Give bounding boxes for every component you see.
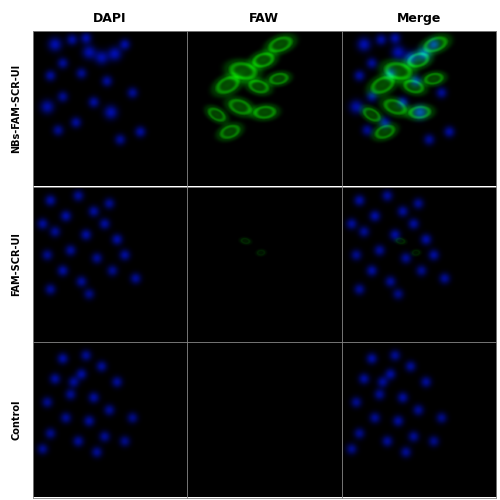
- Text: FAM-SCR-UI: FAM-SCR-UI: [11, 232, 21, 296]
- Text: Merge: Merge: [396, 12, 441, 25]
- Text: DAPI: DAPI: [93, 12, 126, 25]
- Text: FAW: FAW: [249, 12, 279, 25]
- Text: Control: Control: [11, 400, 21, 440]
- Text: NBs-FAM-SCR-UI: NBs-FAM-SCR-UI: [11, 64, 22, 154]
